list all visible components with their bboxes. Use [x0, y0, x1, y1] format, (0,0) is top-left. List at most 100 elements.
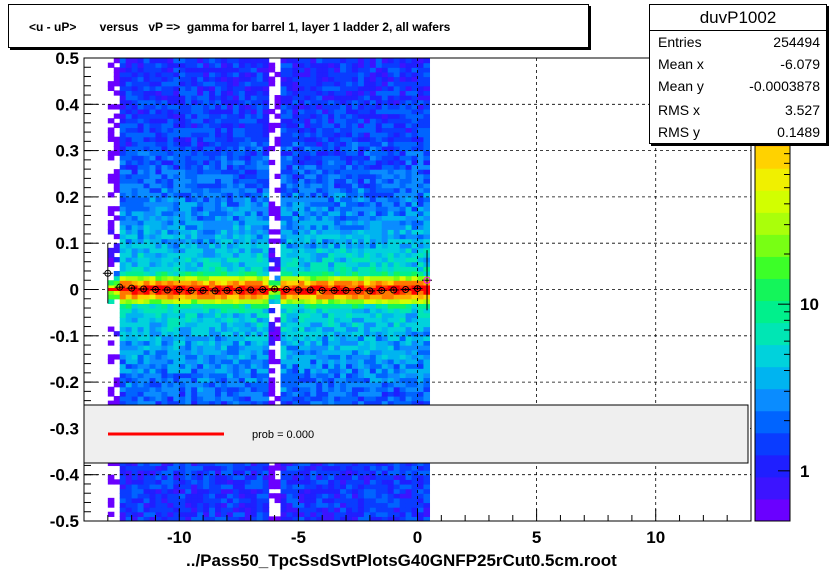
heatmap-cell: [310, 67, 317, 73]
heatmap-cell: [149, 377, 157, 383]
heatmap-cell: [411, 321, 419, 328]
heatmap-cell: [334, 95, 341, 101]
heatmap-cell: [232, 104, 240, 110]
heatmap-cell: [149, 196, 157, 203]
heatmap-cell: [310, 289, 317, 295]
heatmap-cell: [363, 169, 371, 175]
heatmap-cell: [316, 233, 323, 240]
heatmap-cell: [161, 104, 168, 110]
heatmap-cell: [346, 308, 353, 314]
heatmap-cell: [179, 247, 186, 254]
heatmap-cell: [304, 127, 311, 133]
heatmap-cell: [209, 215, 216, 221]
heatmap-cell: [411, 243, 419, 249]
heatmap-cell: [232, 141, 240, 147]
heatmap-cell: [185, 196, 192, 203]
heatmap-cell: [399, 173, 407, 179]
heatmap-cell: [292, 201, 299, 207]
heatmap-cell: [209, 206, 216, 212]
heatmap-cell: [238, 58, 246, 64]
heatmap-cell: [167, 326, 174, 332]
heatmap-cell: [149, 386, 157, 392]
heatmap-cell: [203, 358, 210, 365]
heatmap-cell: [125, 479, 133, 485]
heatmap-cell: [375, 465, 383, 471]
heatmap-cell: [292, 488, 299, 494]
heatmap-cell: [322, 382, 329, 388]
heatmap-cell: [310, 270, 317, 277]
heatmap-cell: [351, 303, 359, 309]
heatmap-cell: [173, 127, 180, 133]
heatmap-cell: [405, 358, 413, 365]
heatmap-cell: [298, 270, 305, 277]
heatmap-cell: [203, 95, 210, 101]
heatmap-cell: [351, 62, 359, 68]
heatmap-cell: [340, 345, 347, 351]
heatmap-cell: [173, 215, 180, 221]
heatmap-cell: [149, 479, 157, 485]
heatmap-cell: [238, 196, 246, 203]
heatmap-cell: [399, 95, 407, 101]
heatmap-cell: [185, 502, 192, 508]
heatmap-cell: [346, 331, 353, 337]
heatmap-cell: [286, 382, 294, 388]
heatmap-cell: [405, 488, 413, 494]
heatmap-cell: [351, 257, 359, 263]
heatmap-cell: [405, 377, 413, 383]
heatmap-cell: [351, 67, 359, 73]
heatmap-cell: [125, 155, 133, 161]
heatmap-cell: [340, 502, 347, 508]
heatmap-cell: [369, 173, 377, 179]
heatmap-cell: [131, 136, 139, 142]
heatmap-cell: [125, 132, 133, 138]
heatmap-cell: [286, 395, 294, 402]
heatmap-cell: [375, 99, 383, 105]
heatmap-cell: [149, 159, 157, 166]
heatmap-cell: [405, 155, 413, 161]
heatmap-cell: [298, 145, 305, 152]
heatmap-cell: [369, 169, 377, 175]
heatmap-cell: [298, 224, 305, 230]
heatmap-cell: [161, 270, 168, 277]
heatmap-cell: [197, 247, 204, 254]
heatmap-cell: [250, 224, 258, 230]
heatmap-cell: [393, 76, 401, 82]
heatmap-cell: [167, 118, 174, 124]
heatmap-cell: [369, 502, 377, 508]
heatmap-cell: [155, 243, 163, 249]
heatmap-cell: [161, 67, 168, 73]
heatmap-cell: [310, 308, 317, 314]
heatmap-cell: [322, 76, 329, 82]
heatmap-cell: [375, 127, 383, 133]
heatmap-cell: [119, 99, 127, 105]
heatmap-cell: [215, 127, 222, 133]
heatmap-cell: [316, 363, 323, 369]
heatmap-cell: [209, 493, 216, 499]
heatmap-cell: [244, 90, 252, 96]
heatmap-cell: [262, 67, 270, 73]
heatmap-cell: [292, 497, 299, 504]
heatmap-cell: [179, 215, 186, 221]
heatmap-cell: [167, 252, 174, 258]
heatmap-cell: [286, 400, 294, 406]
heatmap-cell: [375, 395, 383, 402]
heatmap-cell: [203, 507, 210, 513]
heatmap-cell: [274, 173, 282, 179]
heatmap-cell: [274, 280, 282, 286]
heatmap-cell: [286, 326, 294, 332]
heatmap-cell: [280, 127, 288, 133]
heatmap-cell: [411, 395, 419, 402]
heatmap-cell: [316, 488, 323, 494]
heatmap-cell: [375, 164, 383, 170]
heatmap-cell: [280, 238, 288, 244]
heatmap-cell: [179, 261, 186, 267]
heatmap-cell: [351, 132, 359, 138]
heatmap-cell: [346, 132, 353, 138]
heatmap-cell: [161, 81, 168, 87]
heatmap-cell: [369, 118, 377, 124]
heatmap-cell: [310, 479, 317, 485]
heatmap-cell: [191, 169, 198, 175]
heatmap-cell: [131, 178, 139, 184]
heatmap-cell: [185, 141, 192, 147]
heatmap-cell: [143, 479, 151, 485]
